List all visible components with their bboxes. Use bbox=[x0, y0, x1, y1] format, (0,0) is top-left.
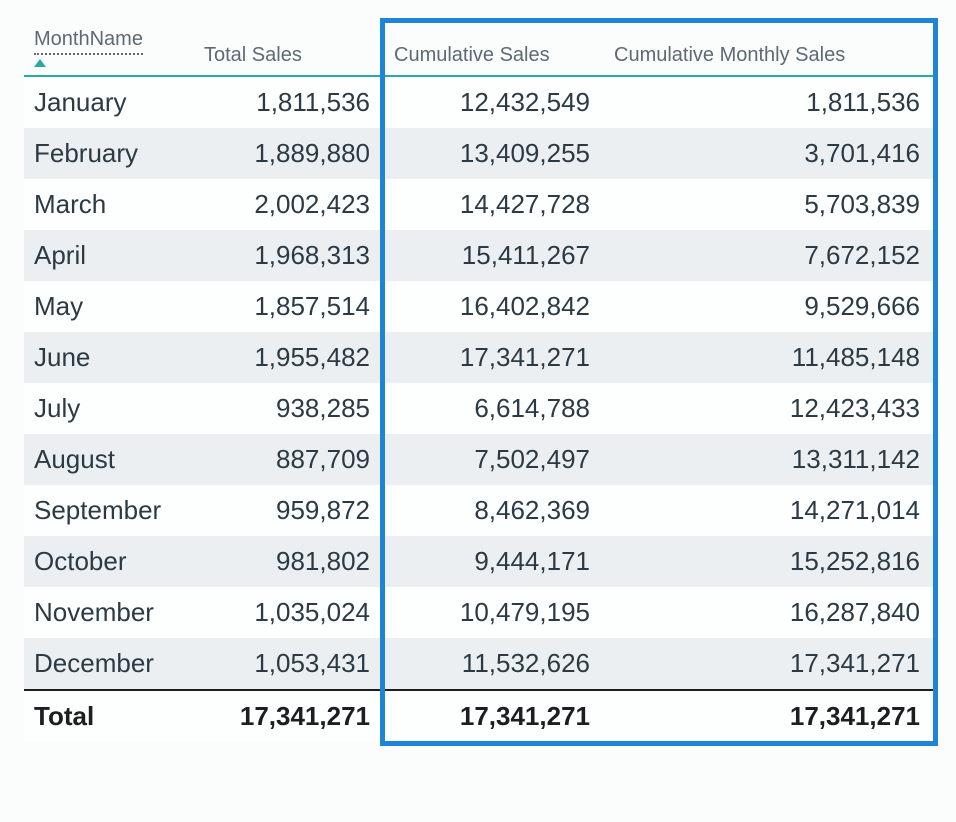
cell-cum-monthly: 16,287,840 bbox=[604, 587, 934, 638]
table-row[interactable]: April 1,968,313 15,411,267 7,672,152 bbox=[24, 230, 934, 281]
cell-month: March bbox=[24, 179, 194, 230]
table-row[interactable]: August 887,709 7,502,497 13,311,142 bbox=[24, 434, 934, 485]
col-header-monthname[interactable]: MonthName bbox=[24, 22, 194, 76]
cell-total-sales: 959,872 bbox=[194, 485, 384, 536]
table-row[interactable]: September 959,872 8,462,369 14,271,014 bbox=[24, 485, 934, 536]
table-row[interactable]: July 938,285 6,614,788 12,423,433 bbox=[24, 383, 934, 434]
cell-total-sales: 1,955,482 bbox=[194, 332, 384, 383]
cell-cum-monthly: 7,672,152 bbox=[604, 230, 934, 281]
col-header-cumulative-sales-label: Cumulative Sales bbox=[394, 44, 550, 66]
cell-month: July bbox=[24, 383, 194, 434]
col-header-total-sales-label: Total Sales bbox=[204, 44, 302, 66]
cell-month: August bbox=[24, 434, 194, 485]
table-total-row: Total 17,341,271 17,341,271 17,341,271 bbox=[24, 690, 934, 742]
cell-total-sales: 1,035,024 bbox=[194, 587, 384, 638]
table-row[interactable]: June 1,955,482 17,341,271 11,485,148 bbox=[24, 332, 934, 383]
col-header-cumulative-sales[interactable]: Cumulative Sales bbox=[384, 22, 604, 76]
cell-total-sales: 1,889,880 bbox=[194, 128, 384, 179]
col-header-cumulative-monthly-sales-label: Cumulative Monthly Sales bbox=[614, 44, 845, 66]
cell-cum-sales: 10,479,195 bbox=[384, 587, 604, 638]
cell-cum-monthly: 9,529,666 bbox=[604, 281, 934, 332]
cell-month: December bbox=[24, 638, 194, 690]
table-row[interactable]: November 1,035,024 10,479,195 16,287,840 bbox=[24, 587, 934, 638]
cell-cum-monthly: 5,703,839 bbox=[604, 179, 934, 230]
cell-total-sales: 1,857,514 bbox=[194, 281, 384, 332]
cell-month: November bbox=[24, 587, 194, 638]
cell-month: October bbox=[24, 536, 194, 587]
cell-cum-monthly: 14,271,014 bbox=[604, 485, 934, 536]
col-header-monthname-label: MonthName bbox=[34, 28, 143, 55]
table-row[interactable]: October 981,802 9,444,171 15,252,816 bbox=[24, 536, 934, 587]
table-body: January 1,811,536 12,432,549 1,811,536 F… bbox=[24, 76, 934, 690]
cell-cum-monthly: 1,811,536 bbox=[604, 76, 934, 128]
cell-month: April bbox=[24, 230, 194, 281]
cell-month: January bbox=[24, 76, 194, 128]
col-header-cumulative-monthly-sales[interactable]: Cumulative Monthly Sales bbox=[604, 22, 934, 76]
cell-total-sales: 2,002,423 bbox=[194, 179, 384, 230]
cell-cum-monthly: 13,311,142 bbox=[604, 434, 934, 485]
cell-cum-monthly: 11,485,148 bbox=[604, 332, 934, 383]
total-label: Total bbox=[24, 690, 194, 742]
table-header-row: MonthName Total Sales Cumulative Sales C… bbox=[24, 22, 934, 76]
total-cum-monthly: 17,341,271 bbox=[604, 690, 934, 742]
col-header-total-sales[interactable]: Total Sales bbox=[194, 22, 384, 76]
cell-cum-monthly: 17,341,271 bbox=[604, 638, 934, 690]
cell-cum-sales: 12,432,549 bbox=[384, 76, 604, 128]
cell-month: June bbox=[24, 332, 194, 383]
cell-cum-sales: 17,341,271 bbox=[384, 332, 604, 383]
cell-cum-sales: 8,462,369 bbox=[384, 485, 604, 536]
cell-cum-sales: 11,532,626 bbox=[384, 638, 604, 690]
cell-cum-monthly: 15,252,816 bbox=[604, 536, 934, 587]
table-row[interactable]: May 1,857,514 16,402,842 9,529,666 bbox=[24, 281, 934, 332]
cell-cum-monthly: 3,701,416 bbox=[604, 128, 934, 179]
cell-cum-sales: 14,427,728 bbox=[384, 179, 604, 230]
total-cum-sales: 17,341,271 bbox=[384, 690, 604, 742]
cell-cum-sales: 13,409,255 bbox=[384, 128, 604, 179]
cell-total-sales: 981,802 bbox=[194, 536, 384, 587]
cell-month: May bbox=[24, 281, 194, 332]
cell-total-sales: 1,968,313 bbox=[194, 230, 384, 281]
cell-cum-sales: 7,502,497 bbox=[384, 434, 604, 485]
cell-total-sales: 938,285 bbox=[194, 383, 384, 434]
cell-month: February bbox=[24, 128, 194, 179]
cell-cum-monthly: 12,423,433 bbox=[604, 383, 934, 434]
sales-table-container: MonthName Total Sales Cumulative Sales C… bbox=[24, 22, 934, 742]
cell-cum-sales: 15,411,267 bbox=[384, 230, 604, 281]
cell-total-sales: 887,709 bbox=[194, 434, 384, 485]
sort-ascending-icon bbox=[34, 59, 46, 67]
cell-cum-sales: 16,402,842 bbox=[384, 281, 604, 332]
total-total-sales: 17,341,271 bbox=[194, 690, 384, 742]
cell-cum-sales: 9,444,171 bbox=[384, 536, 604, 587]
cell-month: September bbox=[24, 485, 194, 536]
cell-total-sales: 1,053,431 bbox=[194, 638, 384, 690]
cell-total-sales: 1,811,536 bbox=[194, 76, 384, 128]
table-row[interactable]: March 2,002,423 14,427,728 5,703,839 bbox=[24, 179, 934, 230]
cell-cum-sales: 6,614,788 bbox=[384, 383, 604, 434]
table-row[interactable]: January 1,811,536 12,432,549 1,811,536 bbox=[24, 76, 934, 128]
table-row[interactable]: February 1,889,880 13,409,255 3,701,416 bbox=[24, 128, 934, 179]
table-row[interactable]: December 1,053,431 11,532,626 17,341,271 bbox=[24, 638, 934, 690]
sales-table: MonthName Total Sales Cumulative Sales C… bbox=[24, 22, 934, 742]
